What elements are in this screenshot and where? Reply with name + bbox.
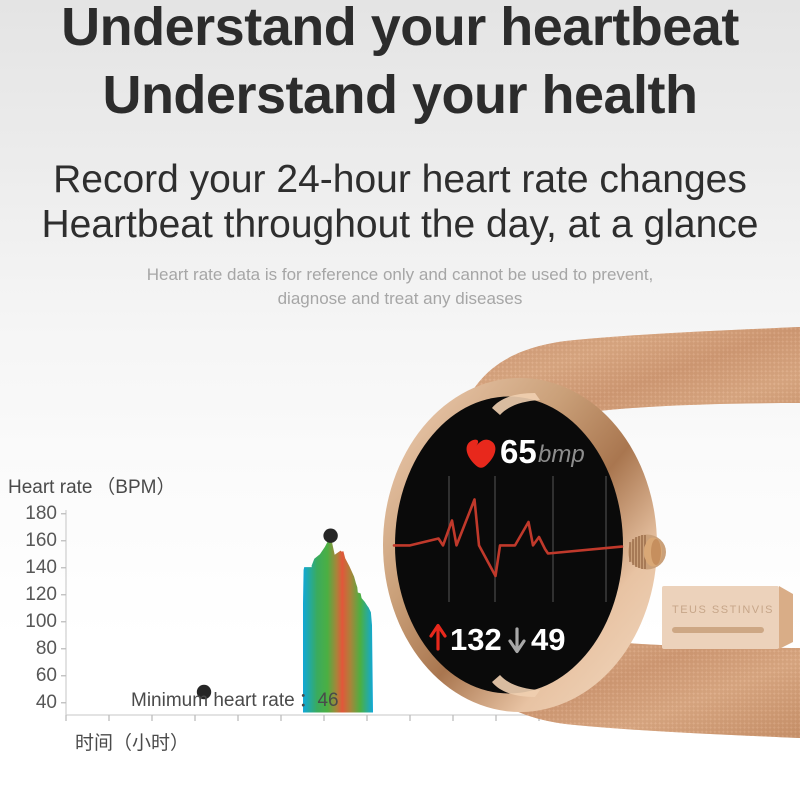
svg-text:65: 65 xyxy=(500,433,537,470)
svg-text:TEUS SSTINVIS: TEUS SSTINVIS xyxy=(672,604,774,616)
svg-text:bmp: bmp xyxy=(538,441,585,468)
svg-text:132: 132 xyxy=(450,622,502,657)
svg-text:49: 49 xyxy=(531,622,565,657)
